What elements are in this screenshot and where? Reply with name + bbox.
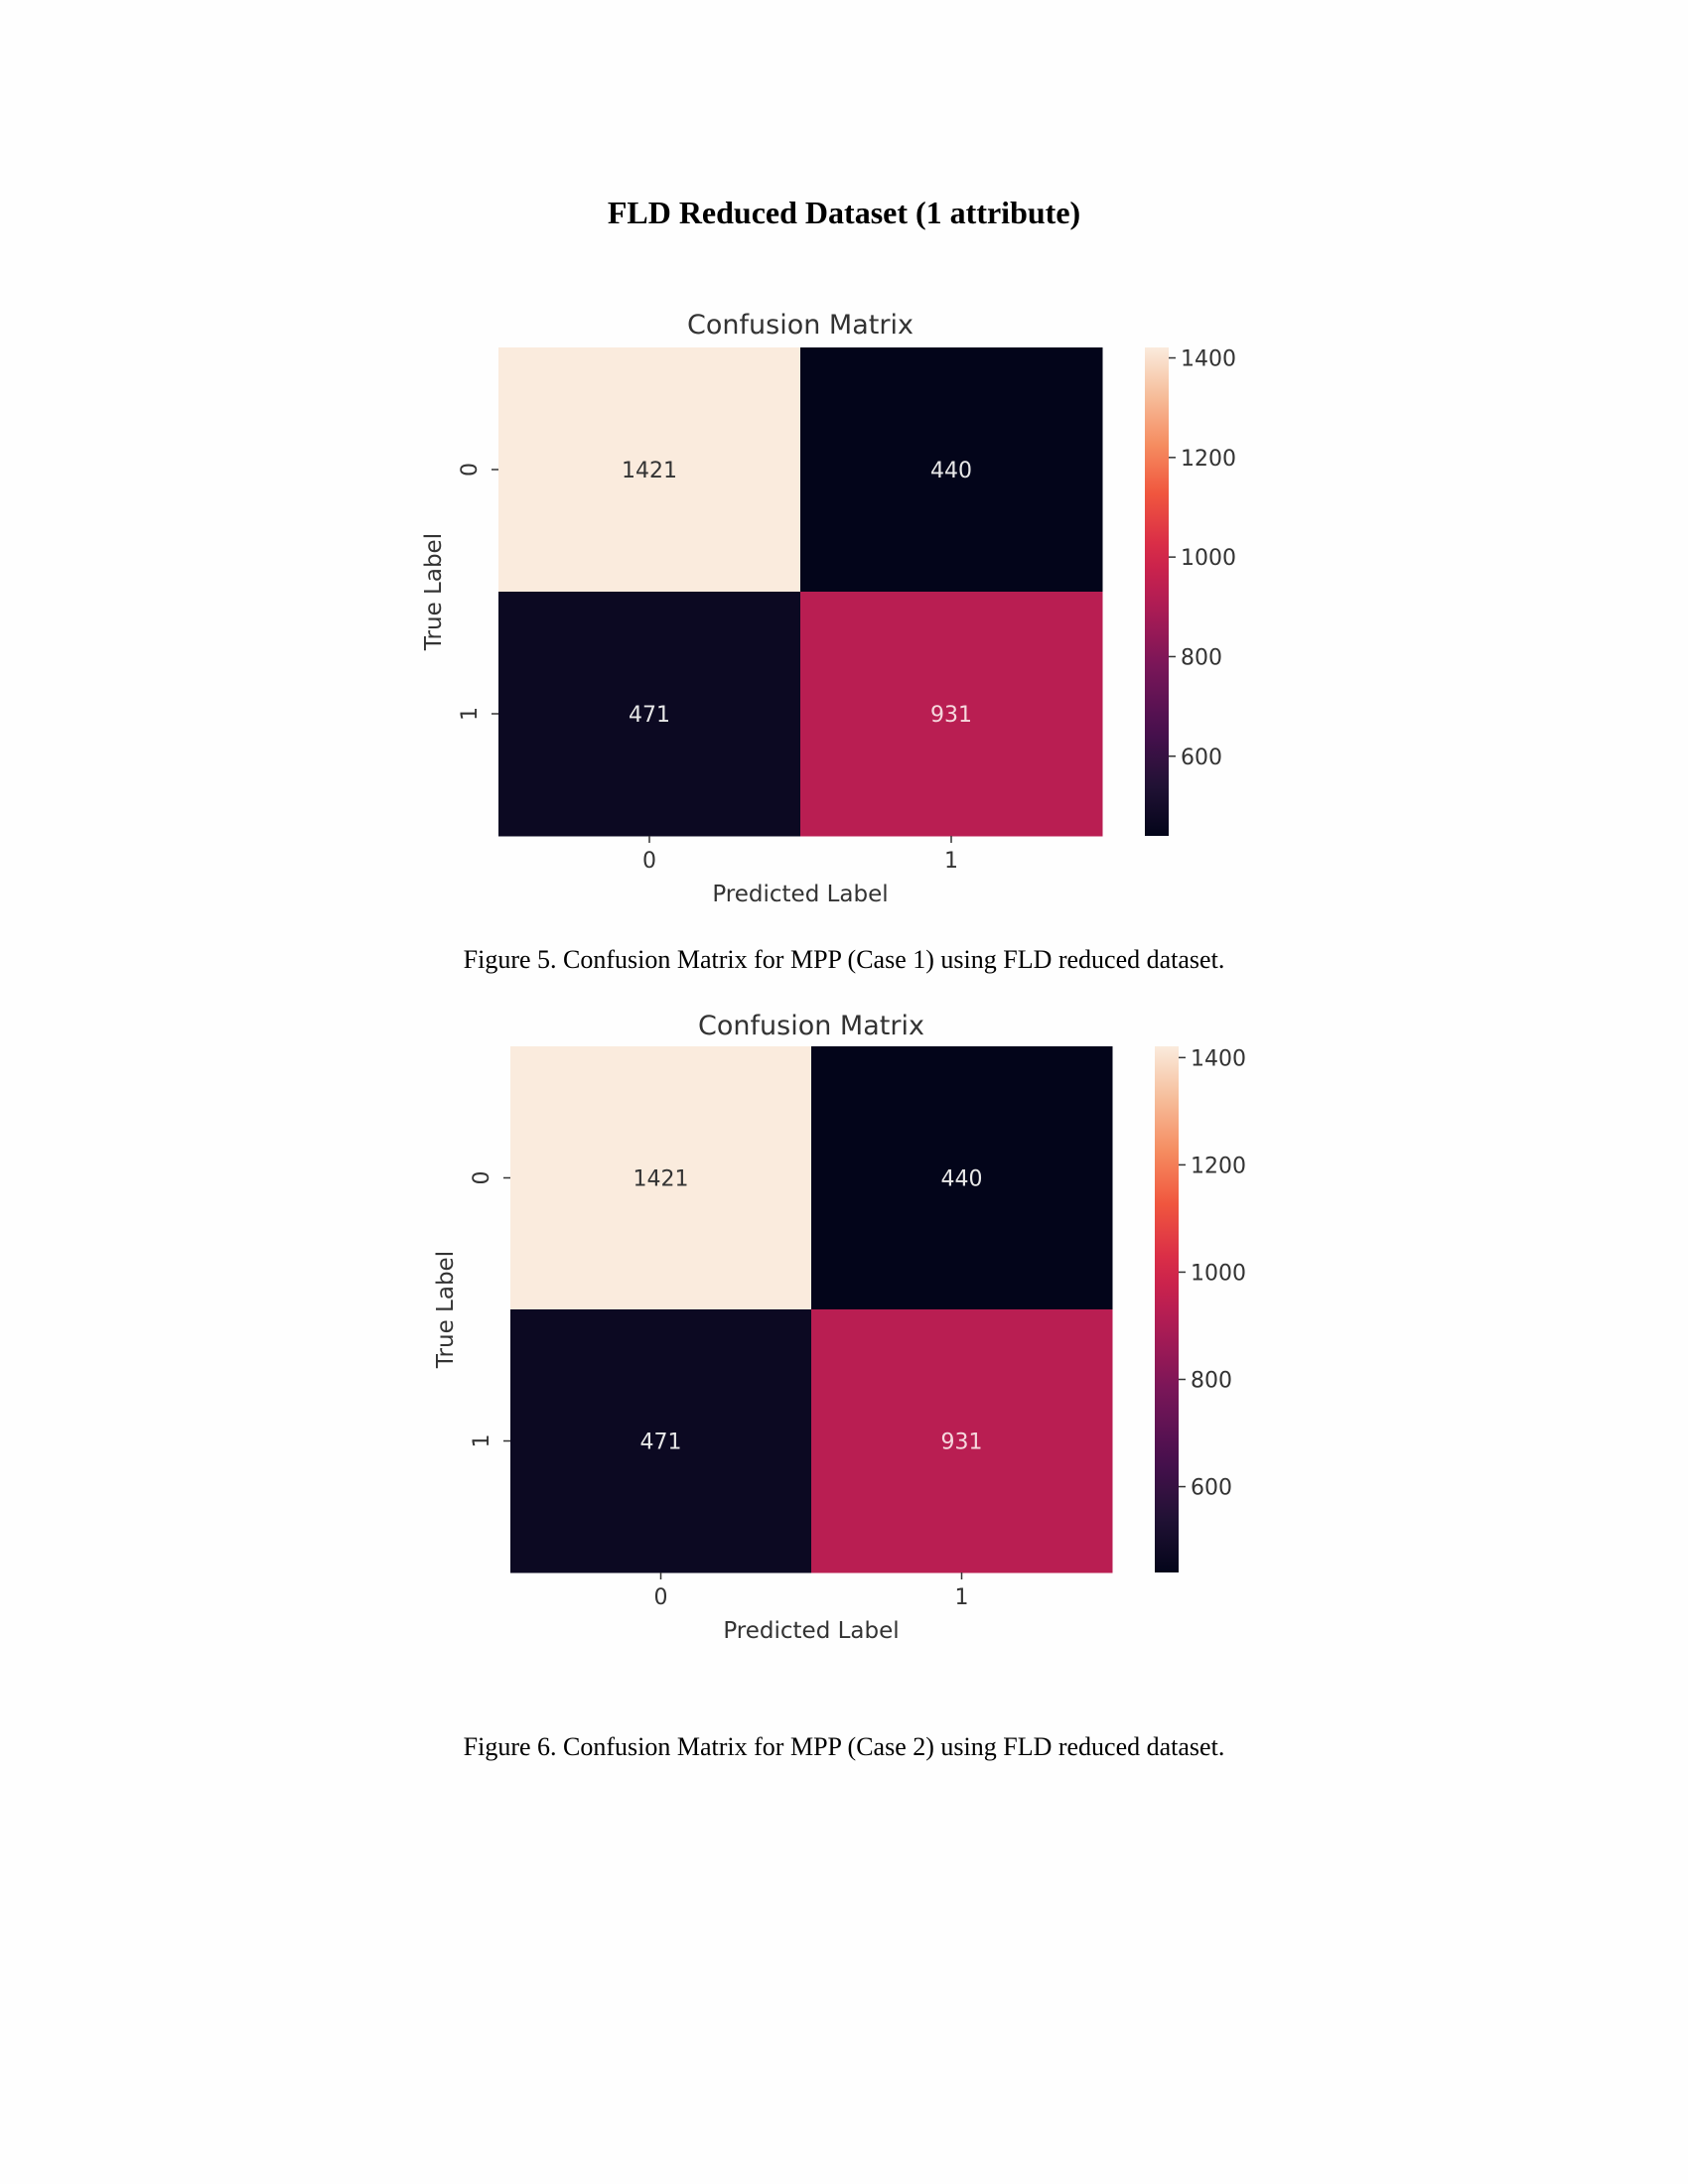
cell-value-r1-c0: 471 xyxy=(629,703,670,728)
cell-value-r1-c0: 471 xyxy=(640,1431,682,1455)
colorbar-tick-label-2: 1000 xyxy=(1191,1261,1246,1286)
cell-value-r0-c0: 1421 xyxy=(633,1167,689,1192)
confusion-matrix-figure-2: Confusion Matrix 1421 440 471 931 0 1 Predicted… xyxy=(0,1003,1688,1658)
heatmap-svg: Confusion Matrix 1421 440 471 931 0 1 Predicted… xyxy=(433,1011,1246,1644)
x-tick-label-1: 1 xyxy=(955,1585,969,1610)
colorbar-tick-label-4: 600 xyxy=(1181,746,1222,770)
heatmap-cell-r0-c1 xyxy=(811,1046,1113,1310)
heatmap-svg: Confusion Matrix 1421 440 471 931 0 1 Predicted… xyxy=(421,310,1236,907)
colorbar-tick-label-4: 600 xyxy=(1191,1476,1232,1501)
colorbar xyxy=(1145,347,1169,836)
heatmap-cell-r0-c0 xyxy=(498,347,801,593)
y-tick-label-1: 1 xyxy=(458,707,483,721)
heatmap-cell-r1-c0 xyxy=(510,1309,812,1573)
colorbar-tick-label-0: 1400 xyxy=(1181,347,1236,372)
cell-value-r1-c1: 931 xyxy=(930,703,972,728)
y-axis-label: True Label xyxy=(433,1251,459,1369)
figure-5-caption: Figure 5. Confusion Matrix for MPP (Case… xyxy=(463,945,1225,974)
cell-value-r0-c0: 1421 xyxy=(622,459,677,483)
section-title: FLD Reduced Dataset (1 attribute) xyxy=(607,195,1081,230)
chart-title: Confusion Matrix xyxy=(687,310,914,341)
figure-6-caption: Figure 6. Confusion Matrix for MPP (Case… xyxy=(463,1732,1225,1761)
heatmap-cell-r1-c1 xyxy=(811,1309,1113,1573)
colorbar xyxy=(1155,1046,1179,1572)
y-tick-label-0: 0 xyxy=(470,1171,494,1185)
x-tick-label-0: 0 xyxy=(642,849,656,874)
cell-value-r0-c1: 440 xyxy=(941,1167,983,1192)
confusion-matrix-figure-1: Confusion Matrix 1421 440 471 931 0 1 Predicted… xyxy=(0,298,1688,953)
heatmap-cell-r1-c1 xyxy=(800,592,1103,837)
colorbar-tick-label-3: 800 xyxy=(1181,645,1222,670)
cell-value-r0-c1: 440 xyxy=(930,459,972,483)
chart-title: Confusion Matrix xyxy=(698,1011,924,1041)
colorbar-tick-label-0: 1400 xyxy=(1191,1046,1246,1071)
heatmap-cell-r0-c0 xyxy=(510,1046,812,1310)
heatmap-cell-r0-c1 xyxy=(800,347,1103,593)
x-axis-label: Predicted Label xyxy=(723,1618,899,1644)
colorbar-tick-label-1: 1200 xyxy=(1181,447,1236,472)
y-tick-label-0: 0 xyxy=(458,463,483,477)
x-tick-label-0: 0 xyxy=(654,1585,668,1610)
cell-value-r1-c1: 931 xyxy=(941,1431,983,1455)
colorbar-tick-label-3: 800 xyxy=(1191,1369,1232,1394)
colorbar-tick-label-2: 1000 xyxy=(1181,546,1236,571)
heatmap-cell-r1-c0 xyxy=(498,592,801,837)
x-tick-label-1: 1 xyxy=(944,849,958,874)
y-axis-label: True Label xyxy=(421,533,447,651)
x-axis-label: Predicted Label xyxy=(712,882,888,907)
y-tick-label-1: 1 xyxy=(470,1434,494,1448)
colorbar-tick-label-1: 1200 xyxy=(1191,1154,1246,1178)
